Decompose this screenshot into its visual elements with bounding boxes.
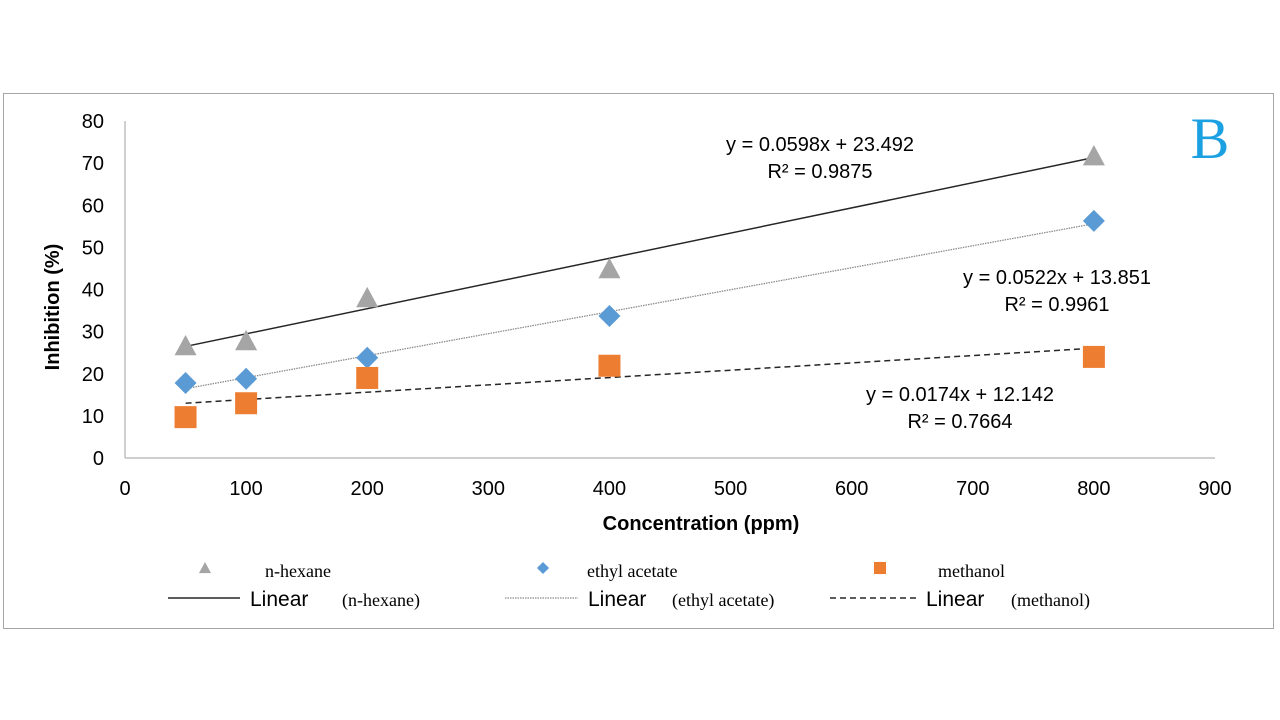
y-axis-title: Inhibition (%) [42, 244, 64, 371]
y-tick-label: 80 [82, 111, 104, 133]
data-point-ethyl-acetate [174, 372, 197, 395]
x-tick-label: 0 [119, 478, 130, 500]
chart-frame [3, 93, 1274, 629]
data-point-ethyl-acetate [235, 367, 258, 390]
y-tick-label: 50 [82, 237, 104, 259]
x-tick-label: 900 [1198, 478, 1231, 500]
x-tick-label: 300 [472, 478, 505, 500]
y-tick-label: 10 [82, 406, 104, 428]
legend-label-methanol: methanol [938, 561, 1005, 581]
trendline-r-squared: R² = 0.7664 [907, 411, 1012, 433]
trendline-r-squared: R² = 0.9961 [1004, 294, 1109, 316]
data-point-methanol [174, 406, 197, 429]
legend-linear-suffix: (ethyl acetate) [672, 590, 774, 611]
data-point-ethyl-acetate [1082, 209, 1105, 232]
legend-linear-suffix: (methanol) [1011, 590, 1090, 611]
trendline-methanol [185, 347, 1094, 404]
legend-linear-label: Linear [250, 588, 308, 611]
x-tick-label: 700 [956, 478, 989, 500]
x-tick-label: 500 [714, 478, 747, 500]
x-tick-label: 800 [1077, 478, 1110, 500]
data-point-n-hexane [235, 329, 258, 351]
legend: n-hexane Linear (n-hexane) ethyl acetate Lin… [168, 561, 1090, 611]
y-tick-label: 40 [82, 280, 104, 302]
trendline-equation: y = 0.0522x + 13.851 [963, 267, 1151, 289]
trendline-n-hexane [185, 156, 1095, 348]
legend-linear-suffix: (n-hexane) [342, 590, 420, 611]
legend-label-n-hexane: n-hexane [265, 561, 331, 581]
trendline-equation: y = 0.0598x + 23.492 [726, 134, 914, 156]
data-point-n-hexane [174, 334, 197, 356]
data-point-n-hexane [1082, 144, 1105, 166]
trendline-ethyl-acetate [185, 223, 1095, 390]
data-point-ethyl-acetate [598, 305, 621, 328]
x-tick-label: 200 [351, 478, 384, 500]
trendline-equation: y = 0.0174x + 12.142 [866, 384, 1054, 406]
y-tick-label: 20 [82, 364, 104, 386]
data-point-n-hexane [598, 257, 621, 279]
legend-marker-n-hexane [198, 561, 212, 574]
y-tick-label: 70 [82, 153, 104, 175]
data-point-n-hexane [356, 286, 379, 308]
markers [174, 144, 1105, 429]
x-tick-label: 100 [229, 478, 262, 500]
labels: By = 0.0598x + 23.492 R² = 0.9875 y = 0.05… [726, 106, 1229, 433]
x-tick-label: 600 [835, 478, 868, 500]
y-tick-label: 0 [93, 448, 104, 470]
legend-label-ethyl-acetate: ethyl acetate [587, 561, 677, 581]
y-tick-label: 30 [82, 322, 104, 344]
x-tick-label: 400 [593, 478, 626, 500]
trendline-r-squared: R² = 0.9875 [767, 161, 872, 183]
panel-label: B [1191, 106, 1230, 171]
legend-marker-ethyl-acetate [536, 561, 550, 575]
data-point-methanol [235, 392, 258, 415]
data-point-ethyl-acetate [356, 346, 379, 369]
data-point-methanol [356, 366, 379, 389]
legend-marker-methanol [873, 561, 887, 575]
x-axis-title: Concentration (ppm) [603, 513, 800, 535]
y-tick-label: 60 [82, 195, 104, 217]
trendlines [185, 156, 1095, 404]
legend-linear-label: Linear [926, 588, 984, 611]
data-point-methanol [1082, 345, 1105, 368]
data-point-methanol [598, 354, 621, 377]
legend-linear-label: Linear [588, 588, 646, 611]
